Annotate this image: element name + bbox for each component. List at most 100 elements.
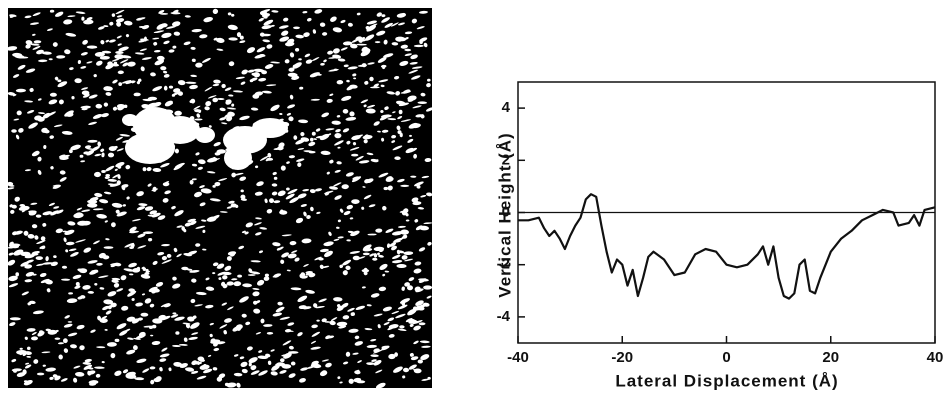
speckle bbox=[115, 136, 123, 141]
speckle bbox=[111, 58, 120, 62]
speckle bbox=[213, 79, 221, 84]
speckle bbox=[398, 102, 409, 107]
speckle bbox=[258, 350, 263, 353]
speckle bbox=[313, 138, 317, 140]
speckle bbox=[105, 173, 110, 177]
speckle bbox=[409, 61, 418, 65]
speckle bbox=[419, 40, 423, 44]
stm-image bbox=[8, 8, 432, 388]
speckle bbox=[250, 107, 259, 111]
speckle bbox=[286, 269, 291, 272]
speckle bbox=[31, 336, 38, 341]
speckle bbox=[278, 25, 289, 29]
profile-line bbox=[518, 193, 936, 300]
speckle bbox=[14, 54, 25, 59]
speckle bbox=[160, 315, 171, 321]
speckle bbox=[294, 257, 300, 262]
speckle bbox=[107, 305, 112, 310]
speckle bbox=[298, 119, 309, 124]
speckle bbox=[351, 176, 362, 183]
speckle bbox=[228, 200, 235, 204]
speckle bbox=[168, 49, 175, 53]
speckle bbox=[23, 380, 28, 383]
speckle bbox=[415, 300, 424, 307]
speckle bbox=[264, 64, 274, 69]
speckle bbox=[205, 304, 214, 309]
speckle bbox=[91, 145, 100, 152]
speckle bbox=[293, 135, 298, 140]
speckle bbox=[301, 238, 312, 244]
speckle bbox=[383, 321, 390, 326]
speckle bbox=[233, 354, 239, 357]
speckle bbox=[87, 367, 94, 370]
speckle bbox=[53, 206, 60, 209]
speckle bbox=[241, 230, 246, 234]
speckle bbox=[235, 76, 245, 80]
speckle bbox=[218, 178, 228, 182]
speckle bbox=[397, 304, 408, 310]
speckle bbox=[366, 104, 376, 108]
speckle bbox=[281, 364, 292, 369]
speckle bbox=[239, 35, 244, 40]
speckle bbox=[28, 122, 38, 129]
speckle bbox=[30, 43, 40, 46]
speckle bbox=[41, 51, 52, 55]
speckle bbox=[82, 285, 91, 290]
speckle bbox=[131, 80, 136, 84]
speckle bbox=[101, 50, 112, 54]
speckle bbox=[142, 231, 154, 235]
speckle bbox=[426, 82, 431, 88]
speckle bbox=[426, 192, 433, 197]
speckle bbox=[110, 302, 117, 308]
speckle bbox=[63, 19, 73, 25]
speckle bbox=[130, 243, 135, 248]
speckle bbox=[29, 87, 34, 93]
speckle bbox=[311, 131, 316, 136]
speckle bbox=[212, 272, 216, 275]
speckle bbox=[393, 237, 404, 243]
speckle bbox=[355, 155, 364, 161]
speckle bbox=[227, 12, 232, 16]
speckle bbox=[364, 179, 370, 184]
speckle bbox=[58, 354, 63, 360]
speckle bbox=[49, 92, 57, 97]
speckle bbox=[199, 202, 206, 207]
speckle bbox=[361, 268, 370, 273]
speckle bbox=[31, 250, 40, 255]
speckle bbox=[347, 307, 355, 312]
speckle bbox=[153, 41, 158, 46]
speckle bbox=[362, 252, 370, 256]
speckle bbox=[404, 258, 414, 262]
speckle bbox=[197, 159, 206, 165]
speckle bbox=[352, 142, 357, 146]
speckle bbox=[266, 157, 274, 161]
speckle bbox=[118, 46, 129, 52]
speckle bbox=[245, 321, 251, 326]
speckle bbox=[110, 264, 117, 268]
speckle bbox=[155, 282, 164, 287]
speckle bbox=[310, 98, 320, 101]
speckle bbox=[65, 32, 77, 37]
speckle bbox=[108, 39, 116, 43]
speckle bbox=[50, 166, 54, 170]
speckle bbox=[114, 338, 120, 343]
speckle bbox=[119, 330, 128, 336]
speckle bbox=[199, 364, 210, 370]
speckle bbox=[261, 70, 267, 75]
speckle bbox=[49, 9, 55, 13]
speckle bbox=[350, 312, 355, 317]
speckle bbox=[9, 14, 17, 17]
speckle bbox=[34, 235, 39, 240]
speckle bbox=[285, 41, 295, 47]
speckle bbox=[210, 338, 216, 344]
speckle bbox=[362, 244, 372, 251]
speckle bbox=[366, 20, 377, 25]
speckle bbox=[308, 141, 316, 147]
speckle bbox=[138, 25, 146, 29]
speckle bbox=[116, 15, 123, 18]
speckle bbox=[154, 49, 161, 53]
speckle bbox=[57, 81, 68, 88]
speckle bbox=[123, 268, 135, 272]
speckle bbox=[315, 128, 321, 132]
speckle bbox=[420, 194, 427, 198]
